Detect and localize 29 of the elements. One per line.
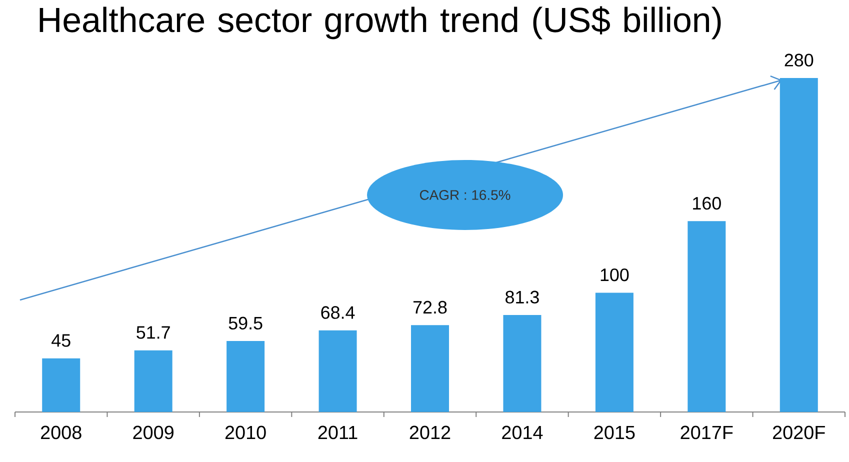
x-tick-label: 2009: [133, 426, 174, 440]
bar: [134, 350, 172, 412]
x-tick-label: 2017F: [680, 426, 733, 440]
data-label: 160: [693, 196, 721, 210]
data-label: 59.5: [228, 316, 262, 330]
chart-title: Healthcare sector growth trend (US$ billion): [40, 6, 721, 40]
data-label: 68.4: [321, 306, 355, 319]
x-tick-label: 2020F: [773, 426, 825, 440]
bar: [226, 341, 265, 412]
annotation: CAGR : 16.5%: [420, 190, 510, 200]
bar: [318, 330, 357, 412]
x-tick-label: 2014: [502, 426, 543, 440]
bar: [42, 358, 80, 412]
bar: [595, 292, 634, 412]
bar: [688, 221, 726, 412]
data-label: 280: [784, 54, 814, 66]
x-tick-label: 2015: [594, 426, 635, 440]
data-label: 45: [52, 334, 70, 347]
x-tick-label: 2012: [410, 426, 450, 440]
x-tick-label: 2008: [41, 426, 82, 440]
data-label: 72.8: [413, 300, 447, 314]
bar: [503, 315, 542, 412]
data-label: 100: [600, 268, 629, 282]
data-label: 81.3: [506, 290, 539, 304]
bar: [780, 78, 818, 412]
x-tick-label: 2011: [318, 426, 358, 440]
bar: [411, 325, 450, 412]
data-label: 51.7: [136, 326, 170, 339]
x-tick-label: 2010: [225, 426, 266, 440]
